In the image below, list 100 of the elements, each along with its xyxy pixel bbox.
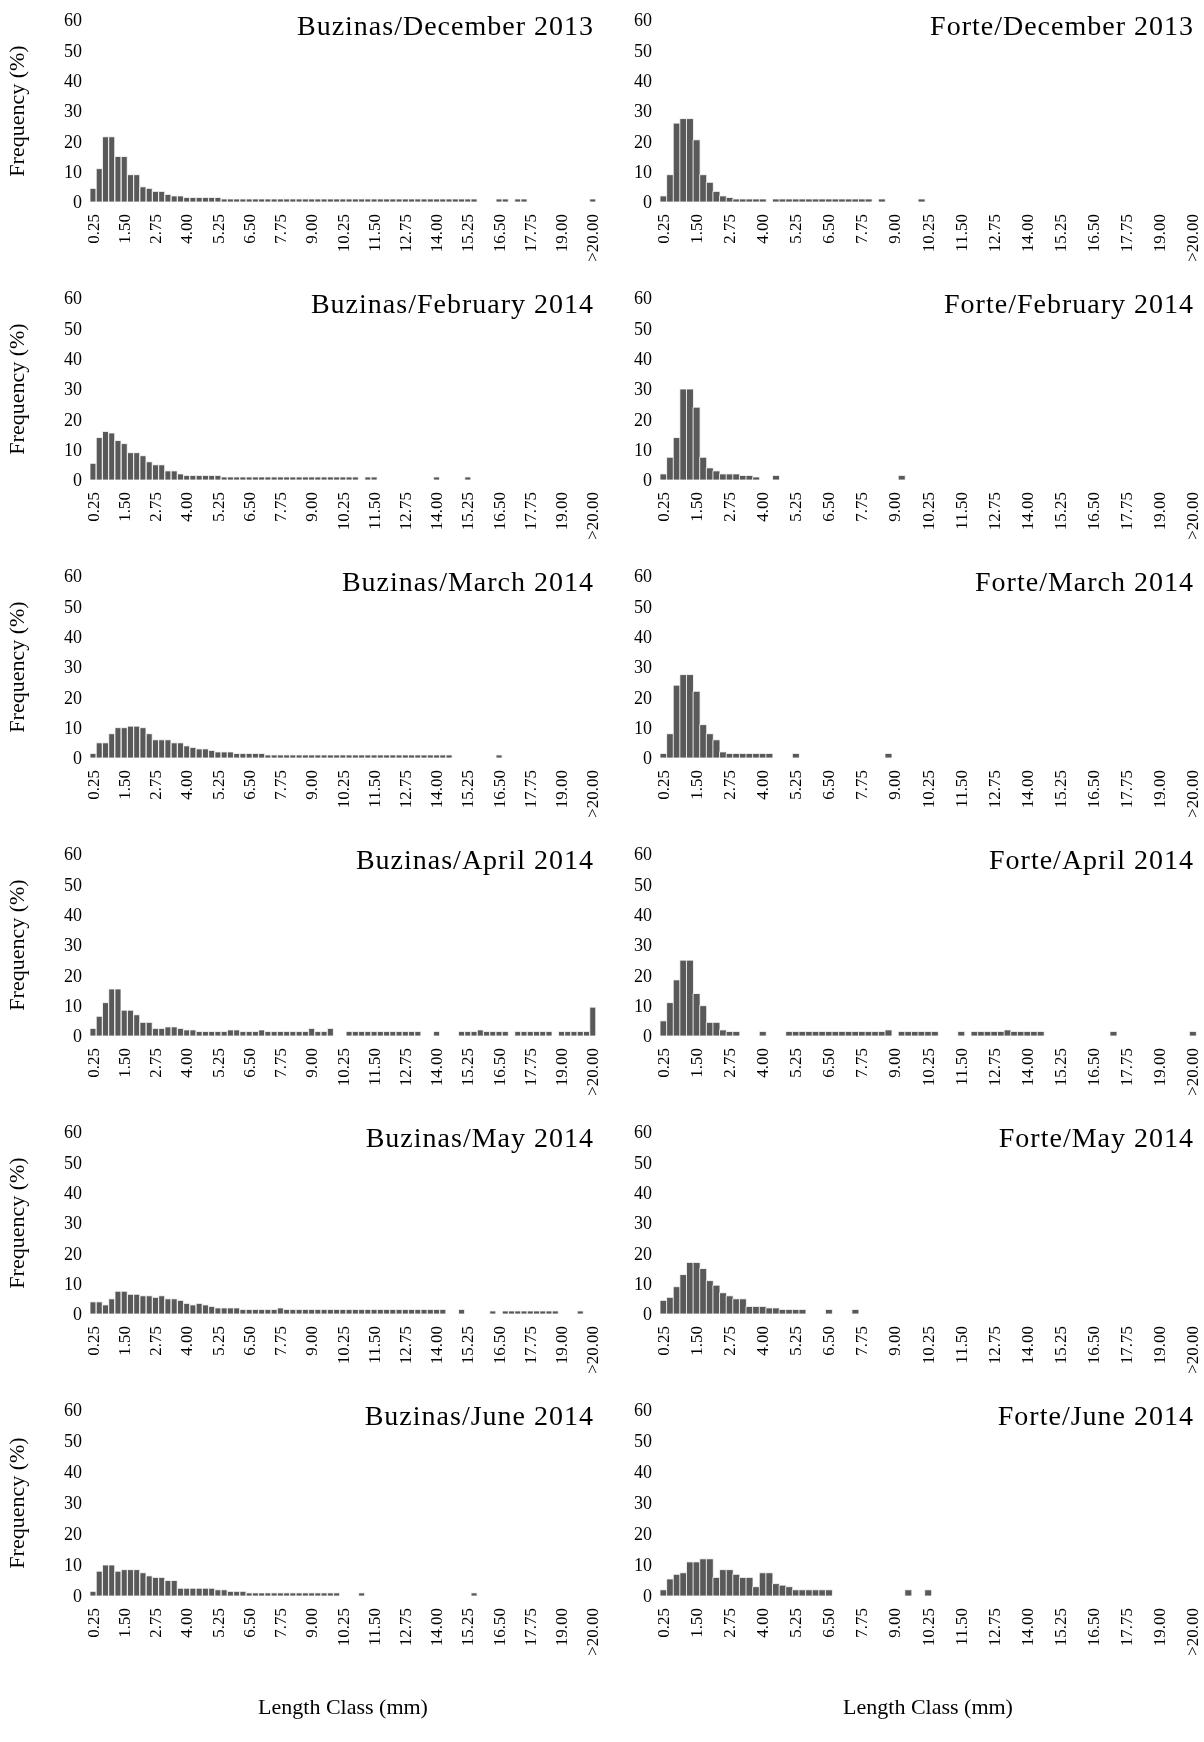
y-tick-label: 10 — [634, 1274, 652, 1295]
x-tick-label: 5.25 — [208, 492, 228, 522]
bar — [358, 1592, 366, 1596]
x-tick-label: 15.25 — [1050, 770, 1070, 809]
x-tick-label: 4.00 — [177, 1608, 197, 1638]
x-tick-label: 17.75 — [520, 1326, 540, 1365]
x-tick-label: 6.50 — [819, 1326, 839, 1356]
x-tick-label: 7.75 — [271, 770, 291, 800]
x-tick-label: 5.25 — [786, 1326, 806, 1356]
x-tick-label: 19.00 — [1150, 1326, 1170, 1365]
y-tick-label: 10 — [64, 996, 82, 1017]
x-tick-label: 15.25 — [458, 1326, 478, 1365]
x-tick-label: 10.25 — [333, 1608, 353, 1647]
chart-title: Forte/June 2014 — [997, 1400, 1194, 1432]
x-tick-label: 7.75 — [852, 770, 872, 800]
x-tick-label: 6.50 — [239, 214, 259, 244]
y-tick-label: 60 — [634, 844, 652, 865]
y-tick-label: 50 — [634, 318, 652, 339]
x-tick-label: 6.50 — [819, 770, 839, 800]
x-tick-label: >20.00 — [583, 1326, 603, 1374]
bar — [851, 1309, 860, 1314]
x-tick-label: 15.25 — [458, 1048, 478, 1087]
x-tick-label: 16.50 — [489, 770, 509, 809]
x-tick-label: 12.75 — [984, 770, 1004, 809]
x-tick-label: 17.75 — [1117, 770, 1137, 809]
x-tick-label: 12.75 — [984, 1048, 1004, 1087]
y-tick-label: 30 — [64, 657, 82, 678]
x-tick-label: 1.50 — [686, 1608, 706, 1638]
y-tick-label: 10 — [64, 162, 82, 183]
x-tick-label: 6.50 — [239, 1326, 259, 1356]
y-tick-label: 20 — [634, 965, 652, 986]
x-tick-label: 14.00 — [427, 214, 447, 253]
x-tick-label: >20.00 — [583, 1048, 603, 1096]
x-tick-label: 0.25 — [653, 1326, 673, 1356]
y-tick-label: 30 — [64, 379, 82, 400]
x-tick-label: 10.25 — [918, 1608, 938, 1647]
x-tick-label: 6.50 — [819, 214, 839, 244]
x-tick-label: 17.75 — [520, 1048, 540, 1087]
y-axis-title: Frequency (%) — [3, 45, 29, 177]
bar — [877, 198, 886, 202]
x-tick-label: 5.25 — [786, 1608, 806, 1638]
x-tick-label: 10.25 — [918, 1048, 938, 1087]
chart-title: Buzinas/February 2014 — [310, 288, 594, 320]
x-tick-label: 12.75 — [984, 1326, 1004, 1365]
x-tick-label: 5.25 — [208, 770, 228, 800]
x-tick-label: 14.00 — [427, 770, 447, 809]
y-tick-label: 0 — [73, 470, 82, 491]
x-tick-label: 9.00 — [885, 492, 905, 522]
x-tick-label: >20.00 — [1183, 214, 1203, 262]
bar — [904, 1589, 913, 1596]
x-tick-label: 17.75 — [1117, 1326, 1137, 1365]
x-tick-label: 4.00 — [753, 1608, 773, 1638]
x-tick-label: 10.25 — [918, 492, 938, 531]
x-tick-label: 6.50 — [819, 492, 839, 522]
y-tick-label: 10 — [634, 1555, 652, 1576]
x-tick-label: 6.50 — [239, 770, 259, 800]
y-tick-label: 40 — [634, 1462, 652, 1483]
y-tick-label: 60 — [64, 10, 82, 31]
chart-title: Buzinas/December 2013 — [296, 10, 594, 42]
bar — [464, 476, 472, 480]
x-tick-label: 11.50 — [951, 1326, 971, 1364]
x-tick-label: >20.00 — [1183, 1048, 1203, 1096]
y-axis-title: Frequency (%) — [3, 323, 29, 455]
x-tick-label: 15.25 — [458, 770, 478, 809]
x-tick-label: 11.50 — [364, 214, 384, 252]
x-tick-label: 19.00 — [552, 214, 572, 253]
x-tick-label: 11.50 — [364, 1048, 384, 1086]
x-tick-label: 1.50 — [114, 1326, 134, 1356]
x-tick-label: 19.00 — [552, 492, 572, 531]
x-tick-label: 16.50 — [489, 492, 509, 531]
chart-title: Buzinas/April 2014 — [355, 844, 594, 876]
y-tick-label: 60 — [64, 1400, 82, 1421]
x-tick-label: 1.50 — [686, 492, 706, 522]
chart-title: Forte/March 2014 — [975, 566, 1194, 598]
bar — [791, 753, 800, 758]
x-tick-label: 0.25 — [83, 1608, 103, 1638]
x-tick-label: 9.00 — [302, 1326, 322, 1356]
x-tick-label: 2.75 — [719, 492, 739, 522]
y-tick-label: 20 — [64, 965, 82, 986]
bar — [924, 1589, 933, 1596]
y-tick-label: 0 — [73, 192, 82, 213]
y-tick-label: 40 — [634, 349, 652, 370]
y-tick-label: 40 — [634, 1183, 652, 1204]
x-tick-label: 15.25 — [1050, 1608, 1070, 1647]
y-tick-label: 50 — [634, 40, 652, 61]
x-tick-label: 9.00 — [302, 1048, 322, 1078]
y-tick-label: 30 — [634, 657, 652, 678]
y-tick-label: 60 — [634, 1122, 652, 1143]
x-tick-label: 11.50 — [364, 770, 384, 808]
x-tick-label: 16.50 — [489, 1326, 509, 1365]
x-tick-label: 4.00 — [177, 492, 197, 522]
x-tick-label: 19.00 — [1150, 1608, 1170, 1647]
x-tick-label: 6.50 — [239, 492, 259, 522]
y-tick-label: 0 — [643, 470, 652, 491]
x-tick-label: 1.50 — [114, 492, 134, 522]
bar — [957, 1031, 966, 1036]
y-tick-label: 30 — [64, 1213, 82, 1234]
x-tick-label: 4.00 — [177, 214, 197, 244]
x-tick-label: 17.75 — [1117, 1048, 1137, 1087]
x-tick-label: 5.25 — [208, 1326, 228, 1356]
